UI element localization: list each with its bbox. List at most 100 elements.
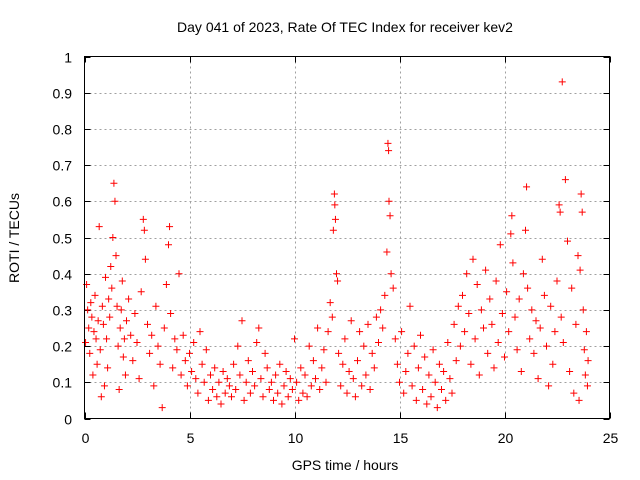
data-point xyxy=(148,331,156,339)
data-point xyxy=(104,364,112,372)
data-point xyxy=(471,335,479,343)
data-point xyxy=(270,396,277,404)
data-point xyxy=(377,306,385,314)
data-point xyxy=(448,389,456,397)
y-tick-label: 0.5 xyxy=(53,231,73,247)
data-point xyxy=(517,367,525,375)
data-point xyxy=(326,299,334,307)
data-point xyxy=(190,338,198,346)
data-point xyxy=(192,375,200,383)
data-point xyxy=(82,338,90,346)
data-point xyxy=(198,360,206,368)
tick-layer: 00.10.20.30.40.50.60.70.80.910 5 10 15 20 25 xyxy=(53,50,619,447)
data-point xyxy=(431,378,439,386)
data-point xyxy=(141,255,149,263)
data-point xyxy=(576,266,584,274)
data-point xyxy=(508,212,516,220)
data-point xyxy=(362,371,370,379)
x-tick-label: 25 xyxy=(603,430,619,446)
data-point xyxy=(486,295,494,303)
y-axis-label: ROTI / TECUs xyxy=(6,193,22,283)
y-tick-label: 0.2 xyxy=(53,339,73,355)
data-point xyxy=(496,241,504,249)
data-point xyxy=(490,364,498,372)
data-point xyxy=(111,197,119,205)
data-point xyxy=(301,371,309,379)
data-point xyxy=(543,342,550,350)
data-point xyxy=(545,382,553,390)
data-point xyxy=(578,208,586,216)
data-point xyxy=(456,342,464,350)
data-point xyxy=(400,389,408,397)
data-point xyxy=(341,335,349,343)
data-point xyxy=(368,349,376,357)
data-point xyxy=(391,335,399,343)
data-point xyxy=(414,364,422,372)
data-point xyxy=(280,382,288,390)
data-point xyxy=(572,320,580,328)
data-point xyxy=(202,346,210,354)
data-point xyxy=(320,346,328,354)
data-point xyxy=(154,342,162,350)
data-point xyxy=(570,389,578,397)
data-point xyxy=(217,400,225,408)
data-point xyxy=(581,371,589,379)
data-point xyxy=(343,389,351,397)
data-point xyxy=(387,270,395,278)
data-point xyxy=(530,349,538,357)
data-point xyxy=(534,375,542,383)
data-point xyxy=(435,360,443,368)
data-point xyxy=(423,400,431,408)
data-point xyxy=(305,342,313,350)
data-point xyxy=(169,364,177,372)
y-tick-label: 0.1 xyxy=(53,375,73,391)
data-point xyxy=(522,226,529,234)
data-point xyxy=(322,378,330,386)
data-point xyxy=(515,295,523,303)
y-tick-label: 0.3 xyxy=(53,303,73,319)
data-point xyxy=(396,378,403,386)
data-point xyxy=(324,328,332,336)
data-point xyxy=(278,400,286,408)
data-point xyxy=(501,353,508,361)
data-point xyxy=(179,331,187,339)
data-point xyxy=(511,313,519,321)
data-point xyxy=(96,346,104,354)
data-point xyxy=(337,382,345,390)
data-point xyxy=(524,284,532,292)
data-point xyxy=(288,386,296,394)
data-point xyxy=(425,371,433,379)
data-point xyxy=(444,338,452,346)
data-point xyxy=(503,288,511,296)
data-point xyxy=(94,317,102,325)
data-point xyxy=(236,371,244,379)
data-point xyxy=(494,338,502,346)
data-point xyxy=(331,215,339,223)
data-point xyxy=(196,328,204,336)
x-tick-label: 5 xyxy=(187,430,195,446)
data-point xyxy=(386,212,394,220)
data-point xyxy=(200,378,208,386)
data-point xyxy=(133,338,141,346)
data-point xyxy=(87,299,95,307)
data-point xyxy=(519,270,527,278)
data-point xyxy=(549,360,557,368)
data-point xyxy=(123,317,130,325)
data-point xyxy=(507,230,515,238)
data-point xyxy=(91,291,99,299)
data-point xyxy=(513,346,521,354)
data-point xyxy=(575,396,583,404)
data-point xyxy=(328,313,336,321)
y-tick-label: 0.8 xyxy=(53,122,73,138)
data-point xyxy=(297,364,305,372)
data-point xyxy=(221,389,229,397)
data-point xyxy=(366,386,374,394)
data-point xyxy=(88,313,96,321)
data-point xyxy=(152,302,160,310)
y-tick-label: 0.7 xyxy=(53,158,73,174)
data-point xyxy=(251,382,259,390)
plot-frame xyxy=(84,56,610,419)
data-point xyxy=(404,349,412,357)
data-point xyxy=(175,270,183,278)
data-point xyxy=(410,342,418,350)
